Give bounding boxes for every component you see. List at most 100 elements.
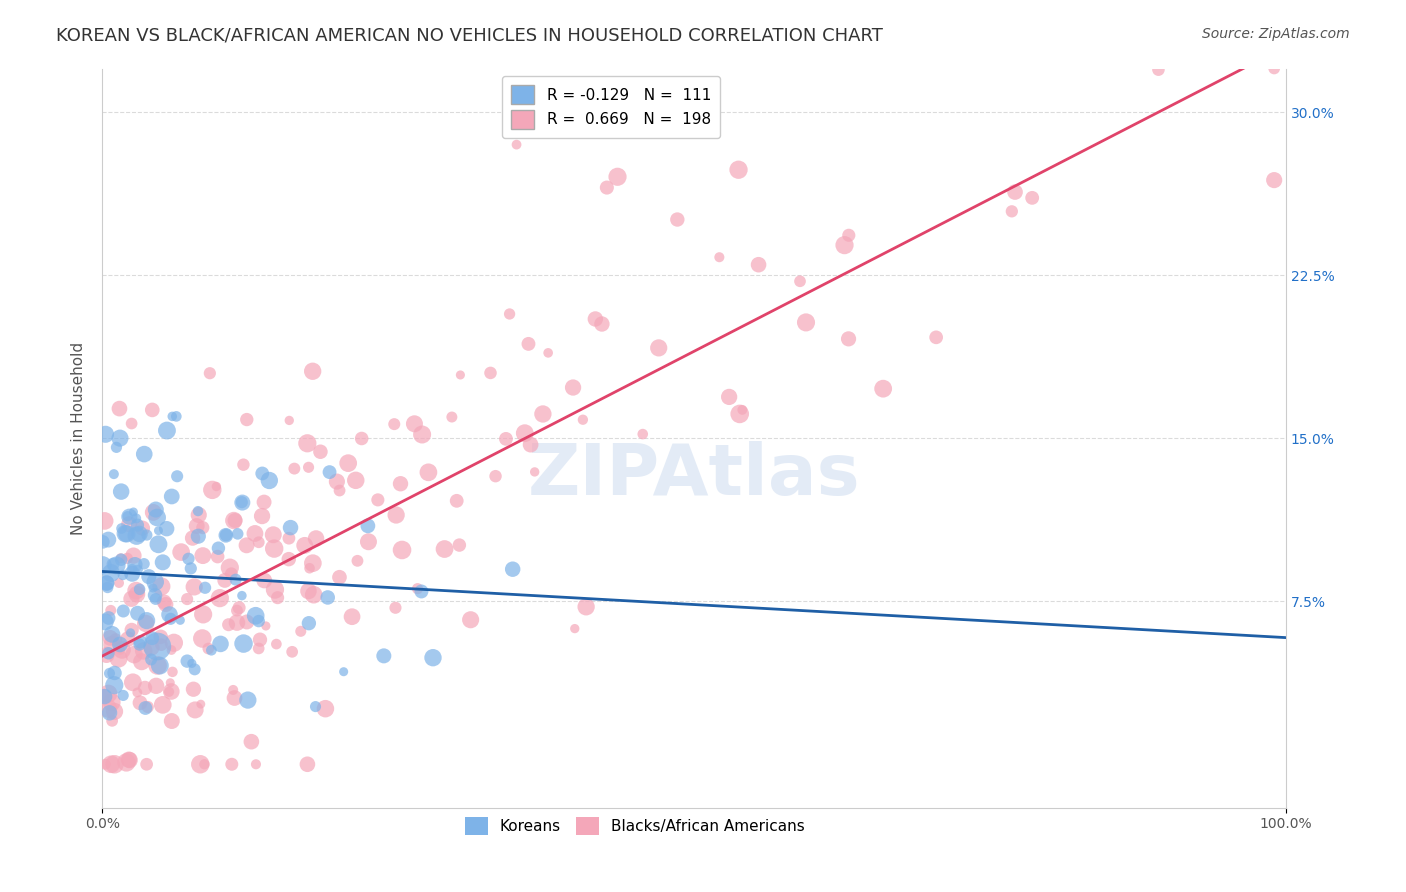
Point: [118, 509, 141, 524]
Point: [254, 619, 277, 633]
Point: [96, 648, 118, 662]
Point: [1263, 173, 1285, 187]
Point: [156, 522, 179, 536]
Point: [222, 514, 245, 528]
Point: [183, 682, 205, 697]
Point: [142, 581, 165, 595]
Point: [231, 495, 253, 509]
Point: [152, 698, 174, 712]
Point: [93, 690, 115, 704]
Point: [183, 662, 205, 676]
Point: [105, 558, 128, 573]
Point: [283, 461, 305, 475]
Point: [297, 460, 319, 475]
Point: [232, 636, 254, 650]
Point: [97, 533, 120, 547]
Point: [181, 531, 204, 545]
Point: [148, 524, 170, 538]
Point: [226, 604, 249, 618]
Point: [159, 607, 181, 622]
Point: [297, 584, 319, 599]
Point: [253, 574, 276, 588]
Point: [97, 611, 120, 625]
Point: [264, 582, 287, 597]
Point: [115, 756, 138, 770]
Point: [105, 441, 128, 455]
Point: [191, 607, 214, 622]
Point: [373, 648, 395, 663]
Point: [1021, 191, 1043, 205]
Point: [247, 535, 270, 549]
Point: [118, 517, 141, 532]
Point: [298, 616, 321, 631]
Point: [163, 636, 186, 650]
Point: [100, 695, 122, 709]
Point: [121, 562, 143, 576]
Point: [118, 753, 141, 767]
Point: [162, 665, 184, 679]
Point: [96, 576, 118, 591]
Point: [263, 541, 285, 556]
Point: [115, 526, 138, 541]
Point: [191, 521, 214, 535]
Point: [121, 566, 143, 581]
Point: [136, 700, 159, 714]
Point: [838, 228, 860, 243]
Point: [139, 652, 162, 666]
Point: [157, 685, 180, 699]
Point: [872, 382, 894, 396]
Point: [200, 643, 222, 657]
Point: [484, 469, 506, 483]
Point: [281, 645, 304, 659]
Point: [498, 307, 520, 321]
Point: [145, 592, 167, 607]
Point: [160, 714, 183, 728]
Point: [124, 558, 146, 572]
Point: [302, 556, 325, 570]
Point: [316, 591, 339, 605]
Point: [318, 465, 340, 479]
Point: [101, 714, 124, 728]
Point: [125, 587, 148, 601]
Point: [440, 410, 463, 425]
Point: [250, 509, 273, 524]
Point: [101, 638, 124, 652]
Point: [97, 646, 120, 660]
Point: [132, 557, 155, 571]
Point: [98, 631, 121, 645]
Point: [142, 505, 165, 519]
Point: [231, 589, 253, 603]
Point: [177, 551, 200, 566]
Point: [191, 632, 214, 646]
Point: [110, 521, 132, 535]
Point: [110, 552, 132, 566]
Point: [384, 600, 406, 615]
Point: [277, 552, 299, 566]
Point: [648, 341, 671, 355]
Point: [153, 595, 176, 609]
Point: [187, 508, 209, 522]
Point: [97, 581, 120, 595]
Point: [94, 757, 117, 772]
Point: [297, 757, 319, 772]
Point: [110, 643, 132, 657]
Text: Source: ZipAtlas.com: Source: ZipAtlas.com: [1202, 27, 1350, 41]
Point: [302, 588, 325, 602]
Point: [121, 623, 143, 637]
Point: [205, 479, 228, 493]
Point: [190, 697, 212, 711]
Point: [94, 687, 117, 701]
Point: [709, 250, 731, 264]
Point: [245, 608, 267, 623]
Text: ZIPAtlas: ZIPAtlas: [527, 441, 860, 509]
Point: [411, 584, 433, 599]
Point: [111, 568, 134, 582]
Point: [122, 648, 145, 662]
Point: [346, 554, 368, 568]
Point: [134, 681, 156, 695]
Point: [748, 258, 770, 272]
Point: [266, 637, 288, 651]
Point: [103, 665, 125, 680]
Point: [418, 466, 440, 480]
Point: [215, 528, 238, 542]
